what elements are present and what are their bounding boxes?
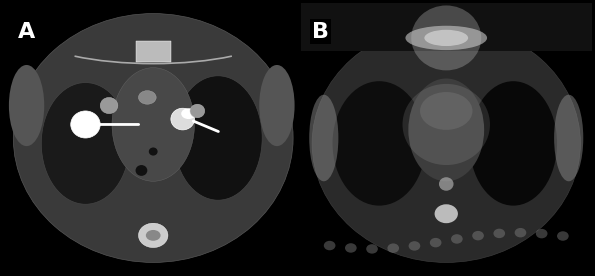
Ellipse shape — [420, 92, 472, 130]
Ellipse shape — [71, 111, 100, 138]
Ellipse shape — [333, 81, 426, 206]
Circle shape — [100, 97, 118, 114]
Ellipse shape — [469, 81, 557, 206]
Ellipse shape — [472, 231, 484, 240]
Ellipse shape — [430, 238, 441, 247]
Ellipse shape — [424, 30, 468, 46]
Circle shape — [190, 104, 205, 118]
Ellipse shape — [9, 65, 44, 146]
Ellipse shape — [181, 108, 196, 119]
Ellipse shape — [554, 95, 583, 181]
FancyArrowPatch shape — [193, 121, 218, 132]
Ellipse shape — [366, 244, 378, 254]
Circle shape — [402, 84, 490, 165]
Ellipse shape — [174, 76, 262, 200]
Circle shape — [149, 147, 158, 156]
Ellipse shape — [451, 234, 463, 244]
Ellipse shape — [345, 243, 356, 253]
Ellipse shape — [13, 14, 293, 262]
Bar — [300, 3, 592, 51]
Ellipse shape — [171, 108, 195, 130]
Circle shape — [439, 177, 453, 191]
Circle shape — [411, 6, 481, 70]
Ellipse shape — [515, 228, 527, 237]
Ellipse shape — [409, 241, 420, 251]
Text: A: A — [18, 22, 35, 42]
Ellipse shape — [146, 230, 161, 241]
Ellipse shape — [312, 24, 580, 262]
Ellipse shape — [408, 78, 484, 181]
Ellipse shape — [405, 26, 487, 50]
Ellipse shape — [139, 223, 168, 248]
Ellipse shape — [536, 229, 547, 238]
Ellipse shape — [557, 231, 569, 241]
Ellipse shape — [387, 243, 399, 253]
Bar — [136, 41, 171, 62]
Ellipse shape — [493, 229, 505, 238]
Ellipse shape — [112, 68, 195, 181]
Ellipse shape — [309, 95, 339, 181]
Circle shape — [136, 165, 148, 176]
Ellipse shape — [434, 204, 458, 223]
Ellipse shape — [324, 241, 336, 250]
Ellipse shape — [139, 91, 156, 104]
Ellipse shape — [41, 83, 130, 204]
Text: B: B — [312, 22, 329, 42]
Ellipse shape — [259, 65, 295, 146]
